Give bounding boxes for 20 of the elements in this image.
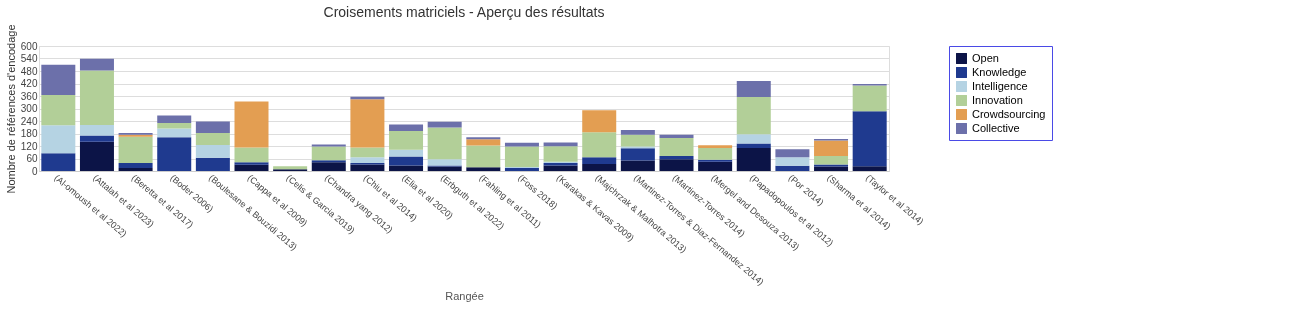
chart-title: Croisements matriciels - Aperçu des résultats — [323, 3, 605, 20]
legend-label: Knowledge — [972, 65, 1027, 78]
y-tick-label: 600 — [20, 40, 38, 52]
y-tick-label: 240 — [20, 115, 38, 127]
y-tick-label: 480 — [20, 65, 38, 77]
legend-label: Crowdsourcing — [972, 107, 1046, 120]
legend-label: Innovation — [972, 93, 1023, 106]
x-axis-title: Rangée — [445, 290, 484, 303]
y-tick-label: 420 — [20, 78, 38, 89]
y-tick-label: 60 — [26, 153, 38, 164]
y-tick-label: 0 — [31, 165, 38, 177]
y-tick-label: 180 — [20, 128, 38, 139]
legend-label: Intelligence — [972, 79, 1028, 92]
y-tick-label: 120 — [20, 140, 38, 152]
y-tick-label: 300 — [20, 103, 38, 114]
y-axis-title: Nombre de références d'encodage — [4, 24, 17, 194]
y-tick-label: 540 — [20, 53, 38, 64]
y-tick-label: 360 — [20, 90, 38, 102]
legend-label: Collective — [972, 121, 1020, 134]
legend-label: Open — [972, 51, 999, 64]
